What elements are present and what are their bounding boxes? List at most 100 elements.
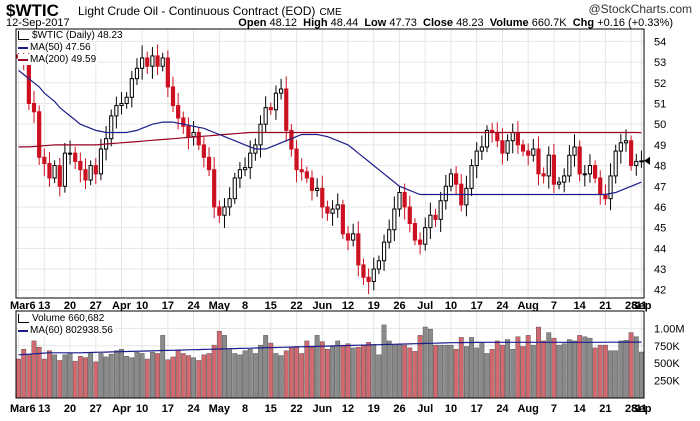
volume-bar — [510, 349, 516, 399]
candle — [397, 191, 402, 210]
volume-bar — [422, 326, 428, 399]
candle — [510, 131, 515, 142]
volume-bar — [191, 357, 197, 399]
volume-bar — [124, 356, 130, 399]
volume-bar — [633, 336, 639, 399]
volume-bar — [288, 347, 294, 399]
candle — [448, 173, 454, 187]
volume-bar — [474, 347, 480, 399]
candle — [279, 88, 284, 94]
candle — [454, 173, 459, 185]
volume-x-label: 19 — [368, 403, 380, 415]
volume-bar — [587, 337, 593, 399]
volume-bar — [319, 341, 325, 399]
volume-x-label: 11 — [636, 403, 648, 415]
candle — [392, 208, 397, 231]
candle — [515, 131, 520, 146]
candle — [438, 200, 443, 220]
volume-bar — [489, 349, 495, 399]
volume-bar — [345, 343, 351, 399]
chg-label: Chg — [572, 17, 595, 29]
volume-x-label: 27 — [90, 403, 102, 415]
volume-bar — [361, 344, 366, 399]
candle — [140, 57, 145, 69]
volume-bar — [232, 353, 238, 399]
volume-bar — [216, 330, 222, 399]
volume-bar — [227, 348, 233, 399]
volume-bar — [355, 346, 361, 399]
volume-x-label: Mar6 — [10, 403, 36, 415]
brand-link[interactable]: @StockCharts.com — [588, 2, 692, 16]
price-x-label: Jun — [312, 300, 332, 312]
candle — [618, 142, 623, 152]
candle — [495, 131, 500, 142]
candle — [634, 160, 639, 167]
candle — [562, 175, 567, 183]
candle — [31, 102, 37, 113]
candle — [309, 177, 315, 191]
candle — [376, 260, 381, 270]
volume-bar — [258, 344, 263, 399]
candle — [268, 107, 273, 111]
price-x-label: Aug — [517, 300, 538, 312]
candle — [196, 131, 201, 146]
volume-bar — [340, 344, 346, 399]
candle — [340, 204, 345, 235]
volume-bar — [453, 349, 459, 399]
candle — [526, 150, 531, 156]
ma200-swatch — [18, 58, 28, 61]
volume-bar — [304, 340, 310, 399]
ma50-legend: MA(50) 47.56 — [18, 42, 93, 53]
volume-bar — [541, 340, 547, 399]
volume-bar — [551, 337, 557, 399]
volume-bar — [47, 350, 52, 399]
volume-bar — [417, 335, 423, 399]
candle — [109, 115, 114, 140]
candle — [191, 131, 196, 138]
price-tick-label: 47 — [654, 181, 666, 193]
candle — [351, 233, 356, 241]
volume-x-label: May — [209, 403, 231, 415]
candle — [520, 144, 526, 152]
volume-bar — [458, 337, 464, 399]
candle — [212, 169, 217, 208]
candle — [176, 105, 181, 119]
price-x-label: 24 — [187, 300, 200, 312]
candle — [500, 140, 505, 154]
candle — [145, 57, 150, 67]
ma200-line — [18, 131, 642, 148]
volume-bar — [252, 353, 258, 399]
volume-bar — [263, 335, 269, 399]
volume-bar — [608, 350, 613, 399]
candle — [593, 165, 598, 179]
volume-bar — [391, 344, 397, 399]
candle — [62, 152, 67, 187]
volume-x-label: 10 — [445, 403, 457, 415]
volume-bar — [577, 335, 583, 399]
candle — [26, 59, 31, 104]
price-x-label: Jul — [417, 300, 433, 312]
candle — [531, 148, 536, 156]
volume-bar — [325, 349, 330, 399]
volume-bar — [211, 344, 217, 399]
volume-frame — [15, 310, 645, 399]
candle — [428, 214, 433, 229]
volume-bar — [309, 346, 315, 399]
candle — [201, 144, 206, 158]
candle — [603, 194, 608, 200]
volume-bar — [443, 344, 449, 399]
price-x-label: 24 — [496, 300, 509, 312]
candle — [479, 146, 484, 152]
volume-tick-label: 1.00M — [654, 323, 685, 335]
candle — [315, 187, 320, 191]
volume-bar — [433, 344, 438, 399]
volume-x-label: Jul — [417, 403, 433, 415]
volume-value: 660.7K — [531, 17, 567, 29]
price-x-label: 22 — [290, 300, 302, 312]
candle — [57, 165, 62, 187]
volume-bar — [469, 337, 474, 399]
volume-bar — [556, 344, 562, 399]
close-value: 48.23 — [456, 17, 484, 29]
candle — [505, 140, 510, 154]
